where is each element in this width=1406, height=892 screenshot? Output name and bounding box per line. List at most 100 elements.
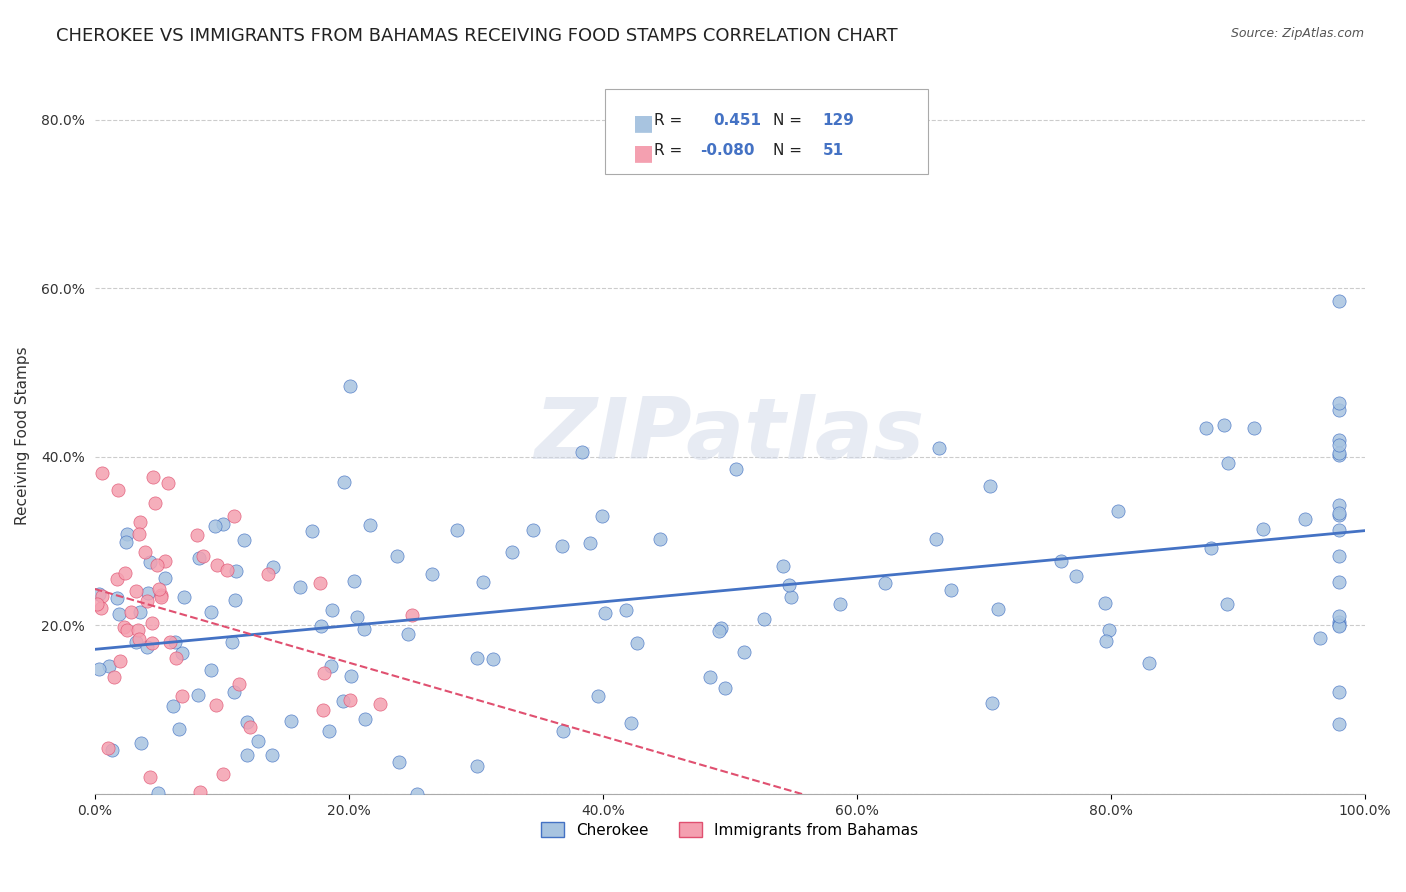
Point xyxy=(115,535,138,549)
Point xyxy=(709,624,731,639)
Point xyxy=(446,524,468,538)
Point xyxy=(108,654,131,668)
Point xyxy=(204,518,226,533)
Point xyxy=(247,734,270,748)
Point xyxy=(387,549,409,563)
Point xyxy=(553,723,575,738)
Point xyxy=(359,518,381,533)
Point xyxy=(125,583,148,598)
Point xyxy=(1329,506,1351,520)
Point xyxy=(204,698,226,713)
Point xyxy=(136,640,159,655)
Text: N =: N = xyxy=(773,113,803,128)
Point xyxy=(186,528,208,542)
Point xyxy=(288,580,311,594)
Point xyxy=(401,607,423,622)
Point xyxy=(309,575,332,590)
Point xyxy=(187,551,209,566)
Point xyxy=(155,554,177,568)
Point xyxy=(159,635,181,649)
Point xyxy=(167,722,190,736)
Point xyxy=(1329,448,1351,462)
Point xyxy=(1064,568,1087,582)
Point xyxy=(353,623,375,637)
Point xyxy=(339,692,361,706)
Point xyxy=(1329,498,1351,512)
Text: R =: R = xyxy=(654,113,682,128)
Point xyxy=(233,533,256,548)
Point xyxy=(236,715,259,730)
Point xyxy=(1294,512,1316,526)
Point xyxy=(396,627,419,641)
Point xyxy=(778,578,800,592)
Point xyxy=(368,698,391,712)
Point xyxy=(91,466,114,480)
Point xyxy=(257,566,280,581)
Point xyxy=(925,533,948,547)
Point xyxy=(1329,403,1351,417)
Point xyxy=(471,574,494,589)
Point xyxy=(225,564,247,578)
Point xyxy=(1107,504,1129,518)
Point xyxy=(98,659,121,673)
Point xyxy=(626,636,648,650)
Point xyxy=(714,681,737,695)
Point xyxy=(522,523,544,537)
Point xyxy=(120,605,142,619)
Point xyxy=(620,716,643,731)
Point xyxy=(157,475,180,490)
Text: -0.080: -0.080 xyxy=(700,143,755,158)
Point xyxy=(89,662,111,676)
Point xyxy=(301,524,323,538)
Point xyxy=(353,712,375,726)
Point xyxy=(725,462,748,476)
Point xyxy=(148,786,170,800)
Point xyxy=(1195,420,1218,434)
Point xyxy=(101,743,124,757)
Point xyxy=(1049,554,1071,568)
Point xyxy=(90,600,112,615)
Point xyxy=(1329,523,1351,537)
Point xyxy=(128,527,150,541)
Point xyxy=(200,605,222,619)
Point xyxy=(875,576,897,591)
Text: Source: ZipAtlas.com: Source: ZipAtlas.com xyxy=(1230,27,1364,40)
Text: R =: R = xyxy=(654,143,682,158)
Point xyxy=(172,689,194,703)
Point xyxy=(114,619,136,633)
Point xyxy=(321,603,343,617)
Text: N =: N = xyxy=(773,143,803,158)
Point xyxy=(128,605,150,619)
Text: 51: 51 xyxy=(823,143,844,158)
Point xyxy=(128,632,150,646)
Point xyxy=(141,636,163,650)
Point xyxy=(571,445,593,459)
Point xyxy=(1216,456,1239,470)
Point xyxy=(1251,522,1274,536)
Point xyxy=(1329,438,1351,452)
Point xyxy=(235,748,257,763)
Point xyxy=(828,597,851,611)
Point xyxy=(262,747,284,762)
Point xyxy=(340,668,363,682)
Point xyxy=(114,566,136,580)
Point xyxy=(980,696,1002,710)
Point xyxy=(339,379,361,393)
Point xyxy=(333,475,356,489)
Point xyxy=(699,669,721,683)
Point xyxy=(481,651,503,665)
Point xyxy=(614,603,637,617)
Point xyxy=(979,479,1001,493)
Point xyxy=(593,606,616,620)
Point xyxy=(501,544,523,558)
Point xyxy=(1216,598,1239,612)
Point xyxy=(187,688,209,702)
Point xyxy=(586,689,609,703)
Point xyxy=(754,612,776,626)
Point xyxy=(332,694,354,708)
Point xyxy=(222,685,245,699)
Point xyxy=(342,574,364,588)
Point xyxy=(90,590,112,604)
Point xyxy=(941,582,963,597)
Point xyxy=(1098,624,1121,638)
